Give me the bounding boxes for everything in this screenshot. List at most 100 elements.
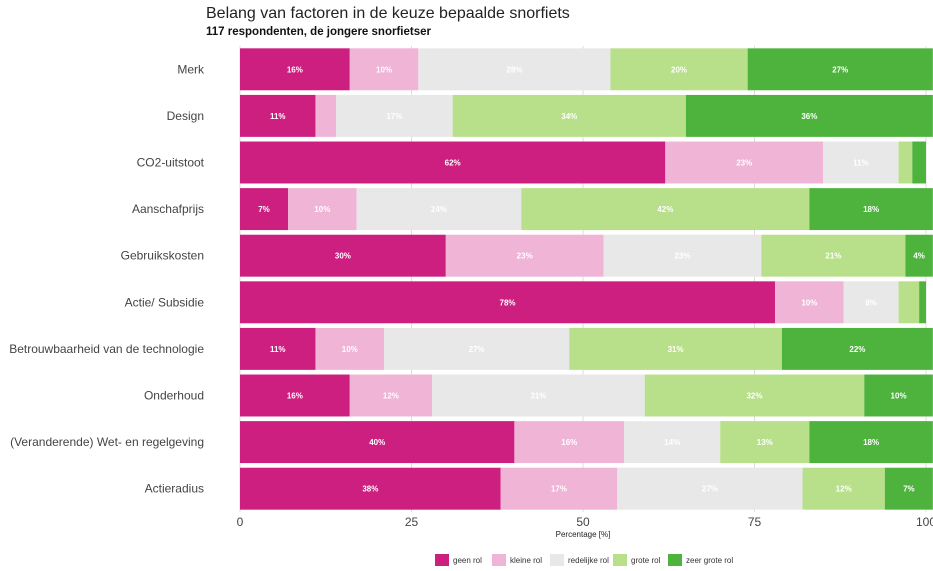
bar-segment xyxy=(240,234,446,277)
bar-segment xyxy=(514,421,625,464)
data-label: 62% xyxy=(445,159,461,168)
bar-segment xyxy=(617,467,803,510)
data-label: 23% xyxy=(674,252,690,261)
legend-swatch xyxy=(668,554,682,566)
bar-segment xyxy=(500,467,618,510)
data-label: 27% xyxy=(469,345,485,354)
legend-label: redelijke rol xyxy=(568,556,609,565)
data-label: 10% xyxy=(376,65,392,74)
data-label: 31% xyxy=(530,392,546,401)
bar-segment xyxy=(349,48,419,91)
data-label: 16% xyxy=(287,65,303,74)
legend-swatch xyxy=(435,554,449,566)
data-label: 27% xyxy=(702,485,718,494)
bar-segment xyxy=(665,141,824,184)
data-label: 42% xyxy=(657,205,673,214)
x-tick-label-0: 0 xyxy=(237,515,244,529)
data-label: 34% xyxy=(561,112,577,121)
legend-label: zeer grote rol xyxy=(686,556,733,565)
data-label: 32% xyxy=(746,392,762,401)
bar-segment xyxy=(610,48,748,91)
legend-swatch xyxy=(492,554,506,566)
bar-segment xyxy=(644,374,865,417)
data-label: 22% xyxy=(849,345,865,354)
legend-item: redelijke rol xyxy=(550,554,609,566)
bar-segment xyxy=(384,327,570,370)
bar-segment xyxy=(315,327,385,370)
bar-segment xyxy=(823,141,899,184)
x-tick-label-1: 25 xyxy=(405,515,419,529)
legend-label: kleine rol xyxy=(510,556,542,565)
data-label: 30% xyxy=(335,252,351,261)
x-axis-label: Percentage [%] xyxy=(556,530,611,539)
bar-segment xyxy=(884,467,933,510)
bar-segment xyxy=(898,281,920,324)
bar-segment xyxy=(919,281,926,324)
bar-segment xyxy=(349,374,433,417)
bar-segment xyxy=(315,94,337,137)
data-label: 7% xyxy=(903,485,915,494)
data-label: 7% xyxy=(258,205,270,214)
bar-segment xyxy=(569,327,782,370)
data-label: 12% xyxy=(836,485,852,494)
data-label: 10% xyxy=(801,298,817,307)
bar-segment xyxy=(603,234,762,277)
bar-segment xyxy=(452,94,686,137)
legend: geen rol kleine rol redelijke rol grote rol… xyxy=(435,554,733,566)
bar-segment xyxy=(240,188,289,231)
data-label: 8% xyxy=(865,298,877,307)
data-label: 28% xyxy=(506,65,522,74)
category-label: Merk xyxy=(177,62,205,76)
bar-segment xyxy=(336,94,453,137)
legend-swatch xyxy=(550,554,564,566)
data-label: 10% xyxy=(342,345,358,354)
data-label: 24% xyxy=(431,205,447,214)
bar-segment xyxy=(864,374,933,417)
data-label: 11% xyxy=(270,345,286,354)
bar-segment xyxy=(843,281,899,324)
bar-segment xyxy=(240,467,501,510)
data-label: 38% xyxy=(362,485,378,494)
category-label: (Veranderende) Wet- en regelgeving xyxy=(10,435,204,449)
bar-segment xyxy=(775,281,844,324)
bar-segment xyxy=(781,327,933,370)
legend-item: geen rol xyxy=(435,554,482,566)
x-axis-ticks: 0 25 50 75 100 xyxy=(237,515,933,529)
bar-segment xyxy=(240,374,350,417)
x-tick-label-3: 75 xyxy=(748,515,762,529)
data-label: 21% xyxy=(825,252,841,261)
category-label: CO2-uitstoot xyxy=(137,156,205,170)
bar-segment xyxy=(240,141,666,184)
bar-segment xyxy=(240,421,515,464)
category-label: Onderhoud xyxy=(144,389,204,403)
data-label: 18% xyxy=(863,205,879,214)
bar-segment xyxy=(747,48,933,91)
data-label: 13% xyxy=(757,438,773,447)
x-tick-label-2: 50 xyxy=(576,515,590,529)
data-label: 4% xyxy=(913,252,925,261)
legend-label: geen rol xyxy=(453,556,482,565)
bar-segment xyxy=(418,48,611,91)
data-label: 18% xyxy=(863,438,879,447)
data-label: 11% xyxy=(853,159,869,168)
data-label: 16% xyxy=(287,392,303,401)
bar-segment xyxy=(432,374,645,417)
data-labels: 16% 10% 28% 20% 27% 11% 17% 34% 36% 62% 23% 11% 7% 10… xyxy=(258,65,925,493)
bar-segment xyxy=(912,141,926,184)
bar-segment xyxy=(240,94,316,137)
bar-segment xyxy=(905,234,933,277)
bar-segment xyxy=(809,421,933,464)
data-label: 20% xyxy=(671,65,687,74)
bar-segment xyxy=(898,141,913,184)
data-label: 17% xyxy=(551,485,567,494)
legend-item: zeer grote rol xyxy=(668,554,733,566)
data-label: 23% xyxy=(517,252,533,261)
data-label: 11% xyxy=(270,112,286,121)
legend-item: grote rol xyxy=(613,554,661,566)
data-label: 17% xyxy=(386,112,402,121)
data-label: 78% xyxy=(500,298,516,307)
bars xyxy=(240,48,933,510)
bar-segment xyxy=(356,188,522,231)
legend-item: kleine rol xyxy=(492,554,542,566)
